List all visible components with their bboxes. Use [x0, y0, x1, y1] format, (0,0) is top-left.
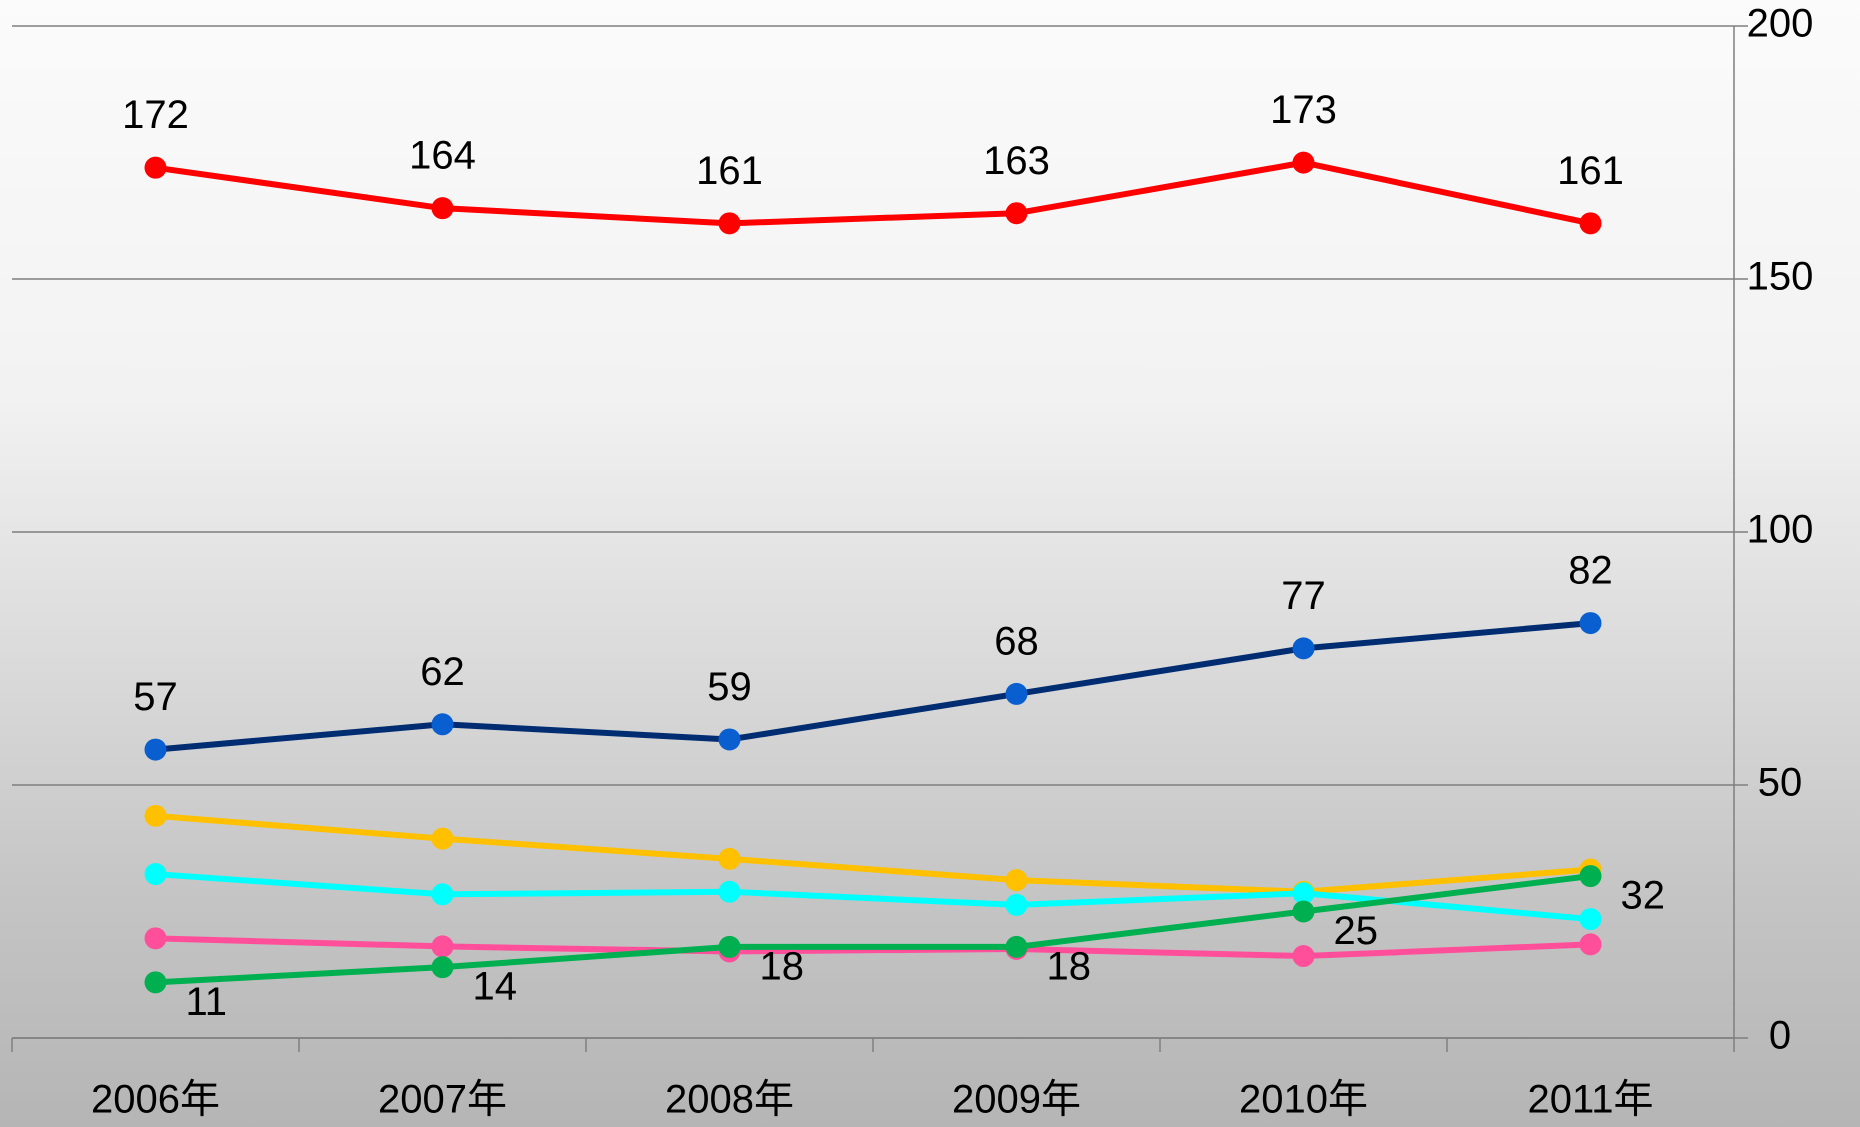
data-label: 82	[1568, 549, 1613, 593]
data-point	[145, 863, 167, 885]
x-tick-label: 2008年	[665, 1078, 794, 1122]
data-point	[1580, 612, 1602, 634]
data-label: 161	[1557, 149, 1624, 193]
data-point	[1580, 933, 1602, 955]
chart: 0 50 100 150 200 2006年 2007年 2008年 2009年 2010年 201…	[0, 0, 1860, 1127]
data-label: 68	[994, 619, 1039, 663]
data-label: 164	[409, 134, 476, 178]
x-tick-label: 2009年	[952, 1078, 1081, 1122]
data-point	[1293, 637, 1315, 659]
data-point	[145, 927, 167, 949]
data-point	[145, 971, 167, 993]
x-tick-label: 2006年	[91, 1078, 220, 1122]
data-point	[1006, 936, 1028, 958]
data-label: 32	[1621, 874, 1666, 918]
data-point	[145, 157, 167, 179]
data-point	[1006, 869, 1028, 891]
data-label: 62	[420, 650, 465, 694]
data-point	[1006, 202, 1028, 224]
y-tick-label: 150	[1747, 255, 1814, 299]
data-point	[719, 936, 741, 958]
series-line	[156, 816, 1591, 892]
data-point	[1293, 901, 1315, 923]
data-label: 57	[133, 675, 178, 719]
data-point	[432, 956, 454, 978]
data-point	[432, 828, 454, 850]
data-point	[1293, 945, 1315, 967]
data-label: 18	[1047, 944, 1092, 988]
data-point	[432, 713, 454, 735]
data-point	[1580, 865, 1602, 887]
data-point	[432, 197, 454, 219]
data-point	[1580, 212, 1602, 234]
data-point	[719, 728, 741, 750]
data-point	[1293, 152, 1315, 174]
data-label: 59	[707, 665, 752, 709]
data-point	[432, 883, 454, 905]
data-label: 77	[1281, 574, 1326, 618]
y-tick-label: 0	[1769, 1014, 1791, 1058]
data-point	[719, 881, 741, 903]
data-point	[719, 848, 741, 870]
data-label: 25	[1334, 909, 1379, 953]
data-point	[145, 739, 167, 761]
data-point	[432, 935, 454, 957]
data-point	[1580, 908, 1602, 930]
data-label: 163	[983, 139, 1050, 183]
data-label: 172	[122, 93, 189, 137]
x-tick-label: 2011年	[1527, 1078, 1653, 1122]
data-point	[145, 805, 167, 827]
series-line	[156, 623, 1591, 750]
y-tick-label: 100	[1747, 508, 1814, 552]
data-label: 18	[760, 944, 805, 988]
data-point	[719, 212, 741, 234]
data-point	[1006, 683, 1028, 705]
y-tick-label: 200	[1747, 2, 1814, 46]
x-tick-label: 2010年	[1239, 1078, 1368, 1122]
data-point	[1006, 894, 1028, 916]
y-tick-label: 50	[1758, 761, 1803, 805]
series-line	[156, 163, 1591, 224]
data-label: 161	[696, 149, 763, 193]
data-label: 11	[186, 980, 228, 1024]
data-label: 14	[473, 965, 518, 1009]
data-label: 173	[1270, 88, 1337, 132]
x-tick-label: 2007年	[378, 1078, 507, 1122]
